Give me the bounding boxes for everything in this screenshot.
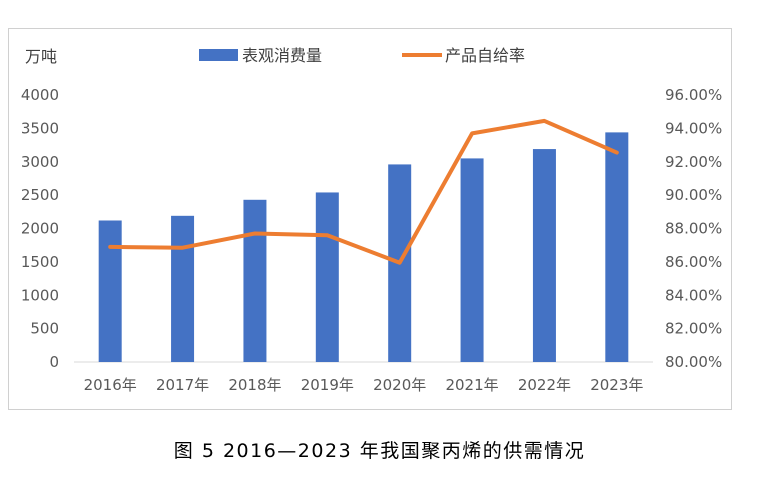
bar <box>315 192 339 362</box>
figure-caption: 图 5 2016—2023 年我国聚丙烯的供需情况 <box>173 440 586 462</box>
y-left-tick: 1500 <box>21 253 59 271</box>
y-right-tick: 88.00% <box>665 220 722 238</box>
y-left-unit: 万吨 <box>25 47 57 66</box>
x-tick: 2019年 <box>301 376 354 394</box>
y-right-tick: 94.00% <box>665 119 722 137</box>
x-tick: 2022年 <box>518 376 571 394</box>
y-right-tick: 90.00% <box>665 186 722 204</box>
x-tick: 2023年 <box>590 376 643 394</box>
y-left-tick: 1000 <box>21 286 59 304</box>
x-tick: 2020年 <box>373 376 426 394</box>
bar <box>532 149 556 362</box>
legend-swatch-bar <box>199 49 238 61</box>
bar <box>98 220 122 362</box>
x-tick: 2018年 <box>228 376 281 394</box>
y-left-tick: 0 <box>49 353 59 371</box>
y-right-tick: 92.00% <box>665 153 722 171</box>
y-left-tick: 2500 <box>21 186 59 204</box>
bar <box>605 132 629 362</box>
y-left-tick: 3500 <box>21 119 59 137</box>
legend-label-line: 产品自给率 <box>445 46 525 65</box>
bar <box>171 215 195 362</box>
y-right-tick: 80.00% <box>665 353 722 371</box>
y-right-tick: 84.00% <box>665 286 722 304</box>
chart-frame: 万吨 表观消费量 产品自给率 0 500 1000 1500 2000 2500 3000 3500… <box>8 28 732 410</box>
legend-label-bar: 表观消费量 <box>242 46 322 65</box>
y-left-tick: 2000 <box>21 220 59 238</box>
bar <box>243 199 267 362</box>
y-left-tick: 4000 <box>21 86 59 104</box>
x-tick: 2016年 <box>84 376 137 394</box>
combo-chart: 万吨 表观消费量 产品自给率 0 500 1000 1500 2000 2500 3000 3500… <box>21 46 722 394</box>
line-series <box>108 118 619 265</box>
y-left-tick: 3000 <box>21 153 59 171</box>
bar <box>460 158 484 362</box>
y-right-tick: 96.00% <box>665 86 722 104</box>
y-left-tick: 500 <box>30 320 59 338</box>
x-tick: 2017年 <box>156 376 209 394</box>
y-right-tick: 82.00% <box>665 320 722 338</box>
x-tick: 2021年 <box>445 376 498 394</box>
y-right-tick: 86.00% <box>665 253 722 271</box>
